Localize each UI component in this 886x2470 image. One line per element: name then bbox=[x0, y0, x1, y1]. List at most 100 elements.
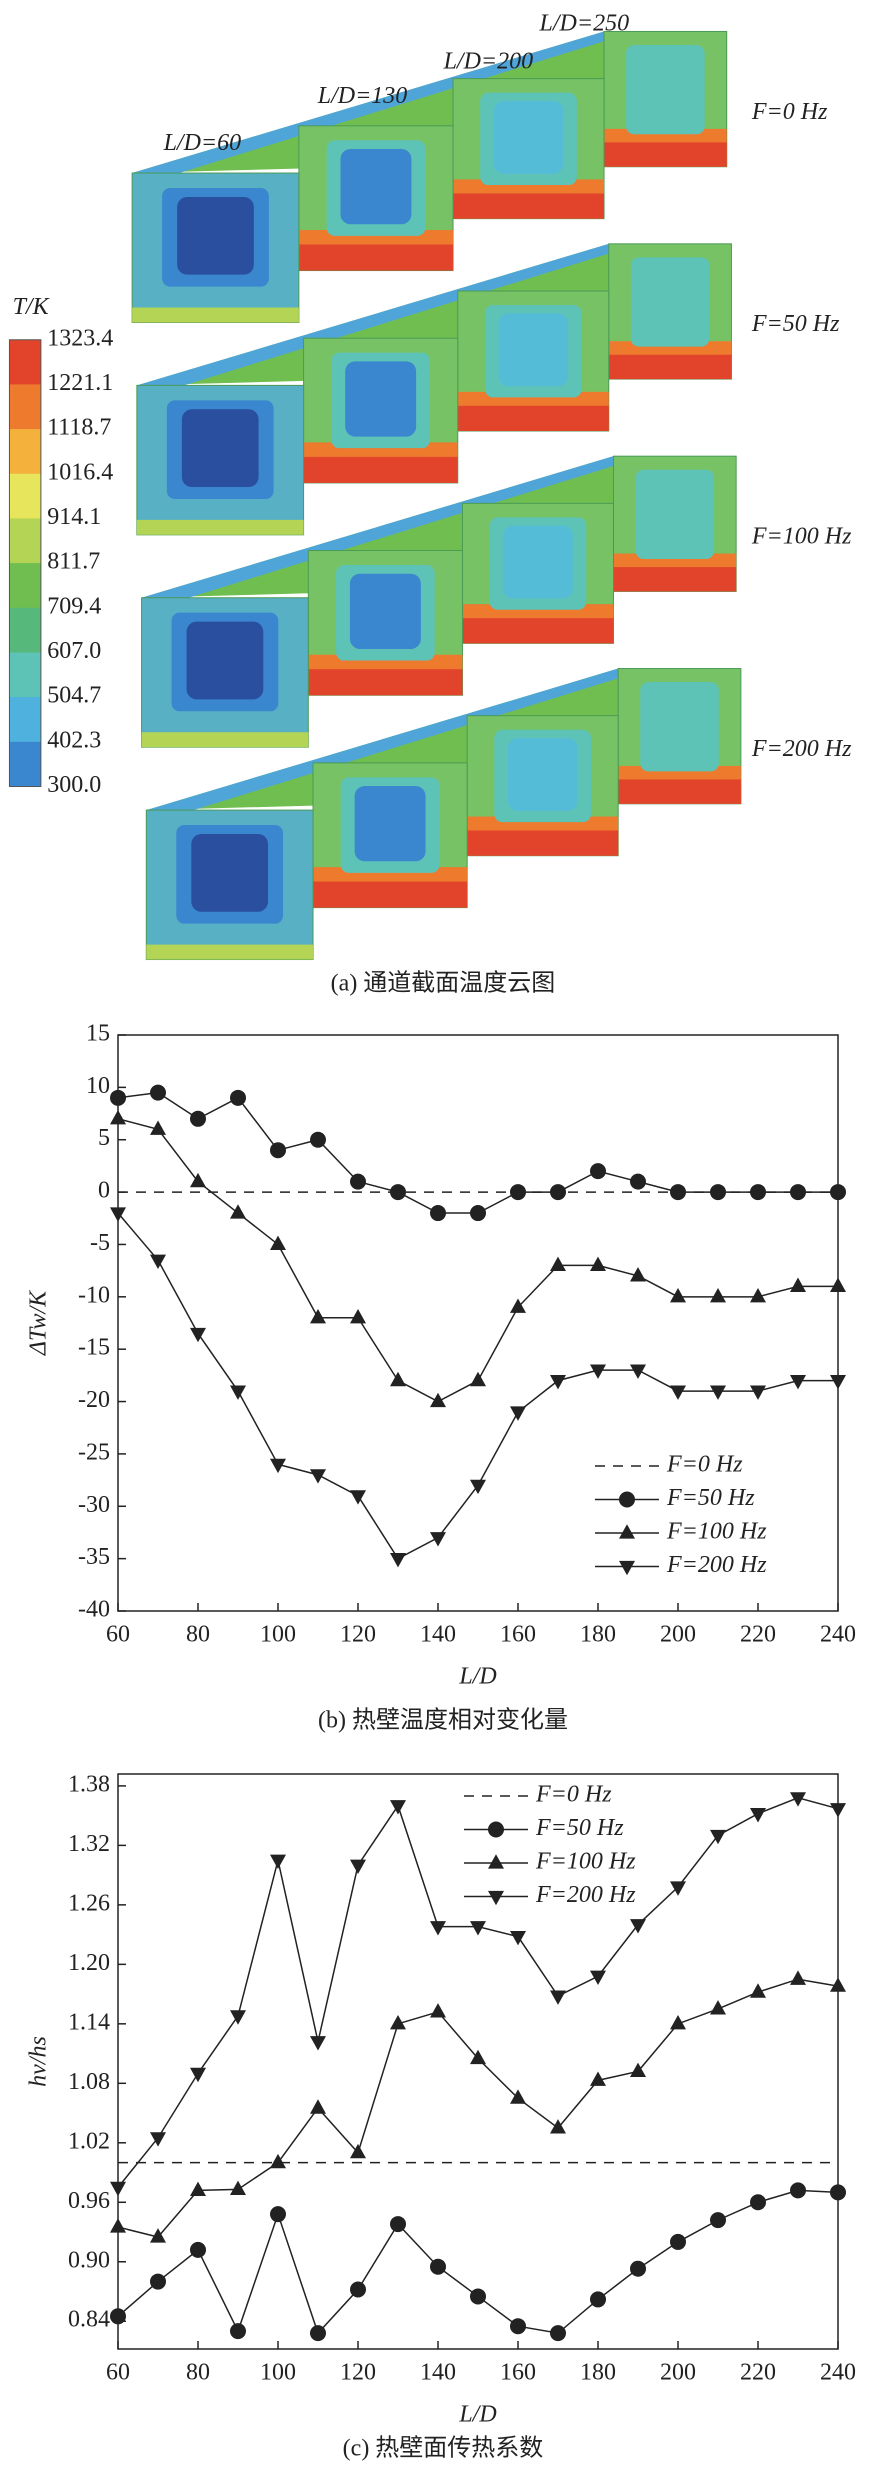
x-tick-label: 240 bbox=[820, 1622, 856, 1648]
marker bbox=[670, 1288, 686, 1303]
marker bbox=[350, 1859, 366, 1875]
section-label: L/D=250 bbox=[539, 11, 630, 37]
marker bbox=[790, 1277, 806, 1292]
hot-wall-band bbox=[136, 519, 304, 535]
marker bbox=[750, 1808, 766, 1823]
marker bbox=[550, 1990, 566, 2005]
hot-wall-core bbox=[462, 618, 614, 644]
marker bbox=[350, 2281, 366, 2298]
colorbar-band bbox=[9, 652, 41, 698]
colorbar-band bbox=[9, 473, 41, 519]
hot-wall-core bbox=[613, 567, 737, 592]
marker bbox=[150, 2228, 166, 2243]
marker bbox=[190, 1327, 206, 1343]
marker bbox=[350, 1490, 366, 1505]
x-tick-label: 240 bbox=[820, 2360, 856, 2386]
marker bbox=[510, 2089, 526, 2104]
series-line bbox=[117, 2189, 839, 2335]
marker bbox=[390, 2216, 406, 2233]
section-label: L/D=200 bbox=[443, 48, 534, 74]
section-core bbox=[637, 53, 694, 124]
hot-wall-band bbox=[141, 732, 309, 748]
hot-wall-band bbox=[132, 307, 299, 323]
section-core bbox=[181, 409, 259, 488]
marker bbox=[230, 1089, 246, 1106]
y-tick-label: 1.14 bbox=[68, 2009, 110, 2035]
marker bbox=[510, 1406, 526, 1421]
marker bbox=[350, 2143, 366, 2159]
marker bbox=[230, 2010, 246, 2025]
section-core bbox=[345, 361, 417, 437]
marker bbox=[510, 1930, 526, 1946]
tube-top-shade bbox=[132, 31, 636, 174]
marker bbox=[110, 1207, 126, 1222]
marker bbox=[710, 1829, 726, 1845]
section-core bbox=[186, 621, 264, 700]
marker bbox=[830, 1184, 846, 1201]
y-tick-label: 1.02 bbox=[68, 2128, 110, 2154]
colorbar-label: 1323.4 bbox=[47, 325, 113, 351]
section-core bbox=[493, 101, 564, 174]
legend-label: F=50 Hz bbox=[535, 1815, 624, 1841]
legend-marker bbox=[619, 1524, 635, 1539]
marker bbox=[390, 2015, 406, 2030]
section-label: L/D=130 bbox=[317, 83, 408, 109]
marker bbox=[710, 2000, 726, 2015]
x-axis-label: L/D bbox=[458, 1664, 496, 1690]
marker bbox=[150, 1084, 166, 1101]
legend-label: F=200 Hz bbox=[535, 1882, 636, 1908]
marker bbox=[470, 1205, 486, 1222]
marker bbox=[830, 1375, 846, 1390]
y-tick-label: 1.08 bbox=[68, 2069, 110, 2095]
row-label: F=0 Hz bbox=[751, 99, 828, 125]
hot-wall-core bbox=[457, 405, 609, 432]
x-tick-label: 160 bbox=[500, 1622, 536, 1648]
y-axis-label: hv/hs bbox=[26, 2036, 52, 2087]
marker bbox=[750, 1184, 766, 1201]
colorbar-label: 709.4 bbox=[47, 593, 101, 619]
y-tick-label: -5 bbox=[90, 1230, 110, 1256]
marker bbox=[470, 2288, 486, 2305]
y-tick-label: 0.84 bbox=[68, 2307, 110, 2333]
marker bbox=[790, 1184, 806, 1201]
x-tick-label: 60 bbox=[106, 2360, 130, 2386]
marker bbox=[510, 1298, 526, 1313]
marker bbox=[590, 2291, 606, 2308]
x-tick-label: 180 bbox=[580, 2360, 616, 2386]
marker bbox=[270, 1142, 286, 1159]
marker bbox=[830, 2184, 846, 2201]
tube-top-shade bbox=[136, 243, 641, 386]
x-tick-label: 80 bbox=[186, 2360, 210, 2386]
marker bbox=[110, 2218, 126, 2233]
marker bbox=[390, 1800, 406, 1815]
caption: (c) 热壁面传热系数 bbox=[343, 2435, 544, 2462]
section-core bbox=[503, 525, 573, 599]
marker bbox=[430, 2258, 446, 2275]
marker bbox=[790, 1375, 806, 1390]
colorbar-title: T/K bbox=[13, 294, 51, 320]
y-tick-label: -15 bbox=[78, 1335, 110, 1361]
x-tick-label: 180 bbox=[580, 1622, 616, 1648]
series-line bbox=[117, 1797, 839, 2188]
hot-wall-core bbox=[467, 830, 619, 856]
y-tick-label: 0 bbox=[98, 1178, 110, 1204]
marker bbox=[470, 1479, 486, 1495]
section-core bbox=[349, 573, 421, 649]
y-tick-label: 1.20 bbox=[68, 1950, 110, 1976]
colorbar-band bbox=[9, 339, 41, 385]
y-tick-label: -35 bbox=[78, 1544, 110, 1570]
x-tick-label: 200 bbox=[660, 2360, 696, 2386]
hot-wall-core bbox=[608, 354, 732, 380]
marker bbox=[550, 1256, 566, 1271]
x-tick-label: 220 bbox=[740, 1622, 776, 1648]
section-core bbox=[177, 196, 254, 275]
row-label: F=200 Hz bbox=[751, 736, 852, 762]
colorbar-label: 504.7 bbox=[47, 683, 101, 709]
section-core bbox=[507, 738, 578, 811]
section-core bbox=[646, 477, 704, 549]
section-label: L/D=60 bbox=[163, 130, 242, 156]
legend-label: F=0 Hz bbox=[535, 1782, 612, 1808]
marker bbox=[790, 1792, 806, 1807]
marker bbox=[270, 1458, 286, 1474]
